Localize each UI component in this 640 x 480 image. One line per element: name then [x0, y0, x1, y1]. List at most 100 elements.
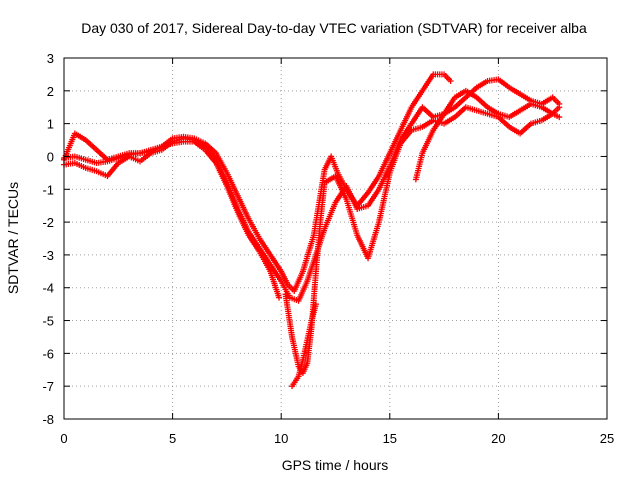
data-point-fill	[214, 152, 229, 174]
data-point-fill	[518, 92, 533, 103]
series-5	[289, 301, 319, 390]
y-tick-label: -6	[42, 346, 54, 361]
grid-lines	[64, 58, 607, 419]
data-point-fill	[508, 125, 522, 136]
data-point-fill	[475, 79, 489, 90]
y-tick-label: 3	[47, 51, 54, 66]
data-point-fill	[413, 152, 425, 181]
data-point-fill	[486, 105, 500, 116]
data-point-fill	[300, 234, 317, 273]
data-point-fill	[73, 131, 87, 142]
data-point-fill	[290, 375, 301, 388]
data-point-fill	[289, 295, 300, 304]
data-point-fill	[84, 165, 98, 174]
data-point-fill	[322, 201, 338, 230]
data-point	[556, 100, 563, 107]
data-point-fill	[268, 263, 283, 283]
data-point-fill	[74, 161, 87, 170]
y-tick-label: 0	[47, 149, 54, 164]
y-tick-label: -4	[42, 281, 54, 296]
data-point-fill	[150, 144, 163, 154]
data-point-fill	[540, 95, 554, 106]
data-point-fill	[365, 221, 382, 260]
data-point-fill	[420, 105, 435, 119]
data-point-fill	[105, 161, 120, 178]
data-point-fill	[257, 237, 273, 257]
data-point	[312, 301, 319, 308]
plot-frame	[63, 57, 608, 420]
data-point-fill	[431, 112, 446, 132]
data-point-fill	[304, 253, 319, 283]
data-point-fill	[213, 161, 229, 188]
data-point-fill	[193, 140, 207, 152]
data-point	[556, 114, 563, 121]
data-point	[447, 77, 454, 84]
data-point-fill	[84, 138, 99, 152]
x-tick-label: 10	[274, 431, 288, 446]
data-series	[61, 71, 563, 390]
data-point-fill	[328, 155, 340, 174]
data-point-fill	[453, 88, 468, 100]
data-point-fill	[540, 111, 554, 123]
data-point-fill	[296, 280, 310, 302]
data-point-fill	[551, 105, 561, 116]
data-point-fill	[95, 169, 109, 179]
data-point-fill	[355, 234, 371, 260]
data-point-fill	[106, 155, 120, 164]
data-point-fill	[453, 105, 468, 119]
data-point-fill	[420, 129, 436, 155]
data-point-fill	[292, 270, 306, 293]
x-tick-label: 0	[60, 431, 67, 446]
data-point-fill	[235, 211, 251, 237]
data-point-fill	[279, 280, 292, 299]
data-point-fill	[246, 217, 262, 240]
data-point-fill	[160, 140, 174, 149]
data-point-fill	[74, 154, 87, 163]
data-point-fill	[286, 283, 296, 293]
x-tick-label: 5	[169, 431, 176, 446]
data-point-fill	[376, 152, 392, 178]
y-tick-label: 2	[47, 84, 54, 99]
data-point-fill	[300, 362, 310, 375]
data-point-fill	[224, 171, 240, 197]
data-point-fill	[279, 270, 290, 286]
y-tick-label: -1	[42, 182, 54, 197]
data-point-fill	[376, 172, 393, 223]
chart-title: Day 030 of 2017, Sidereal Day-to-day VTE…	[81, 20, 587, 36]
data-point-fill	[323, 174, 337, 185]
data-point-fill	[530, 101, 543, 110]
data-point-fill	[551, 96, 561, 106]
x-tick-label: 15	[383, 431, 397, 446]
data-point-fill	[497, 111, 511, 120]
data-point-fill	[333, 175, 349, 201]
x-tick-label: 20	[491, 431, 505, 446]
data-point-fill	[355, 191, 370, 208]
data-point-fill	[518, 102, 533, 113]
series-3	[61, 138, 283, 301]
data-point-fill	[442, 73, 452, 83]
y-tick-label: -7	[42, 379, 54, 394]
data-point-fill	[344, 184, 360, 211]
data-point-fill	[421, 118, 435, 129]
data-point-fill	[398, 106, 414, 132]
series-6	[412, 76, 563, 183]
data-point-fill	[508, 108, 522, 119]
y-tick-label: 1	[47, 117, 54, 132]
data-point-fill	[409, 89, 425, 109]
data-point-fill	[224, 185, 240, 214]
data-point-fill	[268, 270, 282, 299]
data-point-fill	[486, 111, 500, 120]
data-point-fill	[387, 142, 403, 174]
data-point-fill	[84, 157, 98, 166]
data-point-fill	[530, 98, 543, 107]
data-point-fill	[246, 234, 262, 253]
data-point-fill	[387, 129, 403, 155]
y-axis-label: SDTVAR / TECUs	[5, 182, 21, 294]
data-point-fill	[410, 124, 424, 133]
data-point-fill	[224, 181, 240, 210]
data-point-fill	[203, 141, 218, 155]
data-point-fill	[366, 188, 381, 207]
y-tick-label: -3	[42, 248, 54, 263]
data-point-fill	[420, 73, 436, 92]
